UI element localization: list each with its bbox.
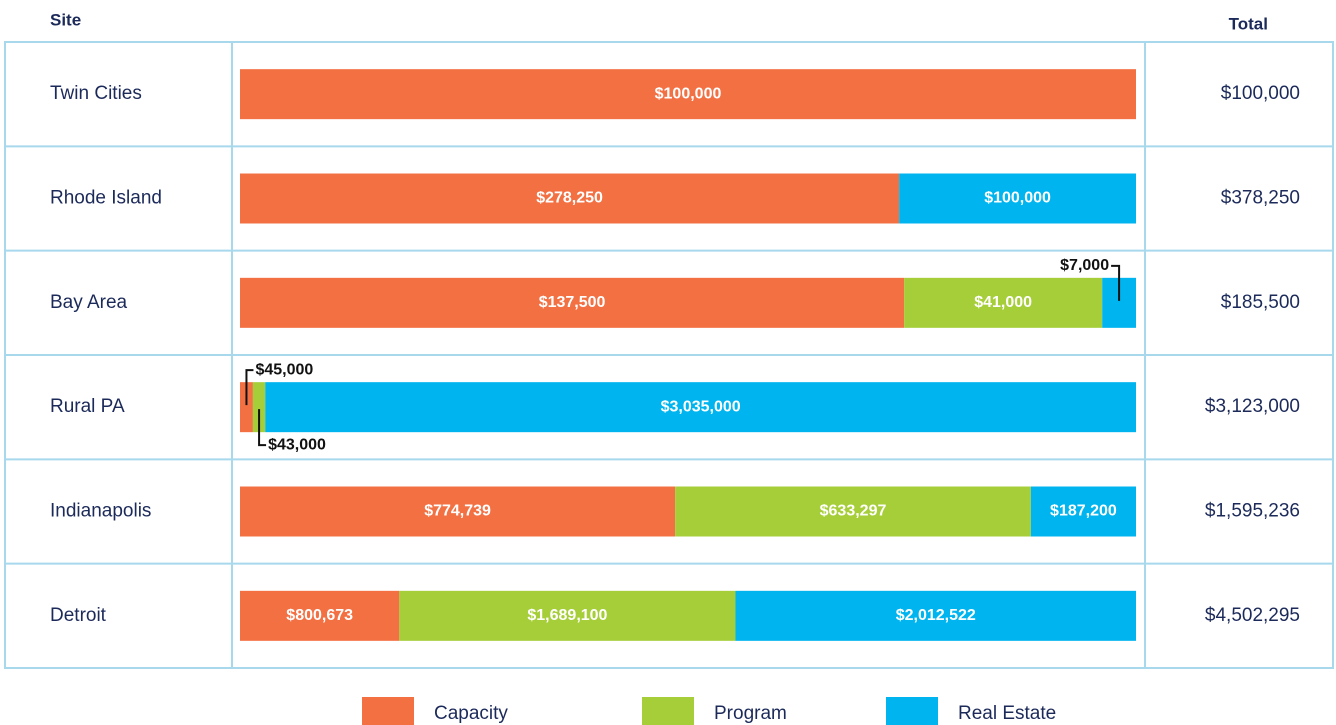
- legend-label: Program: [714, 703, 787, 724]
- bar-segment: [240, 277, 905, 328]
- legend-swatch: [642, 697, 694, 725]
- row-total: $378,250: [1221, 188, 1300, 209]
- callout-label: $7,000: [1060, 257, 1109, 274]
- bar-label: $774,739: [424, 503, 491, 520]
- site-label: Twin Cities: [50, 83, 142, 104]
- callout-bracket: [1111, 264, 1121, 301]
- site-label: Rural PA: [50, 396, 125, 417]
- bar-label: $187,200: [1050, 503, 1117, 520]
- row-total: $185,500: [1221, 292, 1300, 313]
- row-total: $100,000: [1221, 83, 1300, 104]
- site-label: Indianapolis: [50, 501, 151, 522]
- bar-segment: [240, 382, 253, 433]
- callout-bracket: [258, 409, 267, 447]
- bar-label: $2,012,522: [896, 607, 976, 624]
- bar-segment: [899, 173, 1136, 224]
- bar-segment: [240, 486, 676, 537]
- legend-label: Capacity: [434, 703, 508, 724]
- bar-segment: [735, 590, 1136, 641]
- callout-label: $45,000: [255, 361, 313, 378]
- callout-bracket: [245, 369, 254, 406]
- bar-label: $800,673: [286, 607, 353, 624]
- bar-segment: [675, 486, 1031, 537]
- bar-segment: [240, 173, 900, 224]
- bar-label: $137,500: [539, 294, 606, 311]
- bar-label: $3,035,000: [661, 398, 741, 415]
- legend-swatch: [362, 697, 414, 725]
- row-total: $4,502,295: [1205, 605, 1300, 626]
- total-header: Total: [1229, 14, 1268, 33]
- legend-swatch: [886, 697, 938, 725]
- site-label: Bay Area: [50, 292, 128, 313]
- bar-label: $278,250: [536, 190, 603, 207]
- bar-segment: [240, 69, 1136, 120]
- site-label: Rhode Island: [50, 188, 162, 209]
- bar-segment: [399, 590, 736, 641]
- bar-label: $100,000: [655, 85, 722, 102]
- bar-label: $1,689,100: [527, 607, 607, 624]
- bar-segment: [240, 590, 400, 641]
- bar-segment: [904, 277, 1103, 328]
- bar-segment: [1030, 486, 1136, 537]
- callout-label: $43,000: [268, 436, 326, 453]
- legend-label: Real Estate: [958, 703, 1056, 724]
- bar-label: $633,297: [820, 503, 887, 520]
- bar-label: $41,000: [974, 294, 1032, 311]
- bar-segment: [265, 382, 1136, 433]
- bar-label: $100,000: [984, 190, 1051, 207]
- row-total: $1,595,236: [1205, 501, 1300, 522]
- row-total: $3,123,000: [1205, 396, 1300, 417]
- bar-segment: [252, 382, 266, 433]
- site-header: Site: [50, 10, 81, 29]
- site-label: Detroit: [50, 605, 107, 626]
